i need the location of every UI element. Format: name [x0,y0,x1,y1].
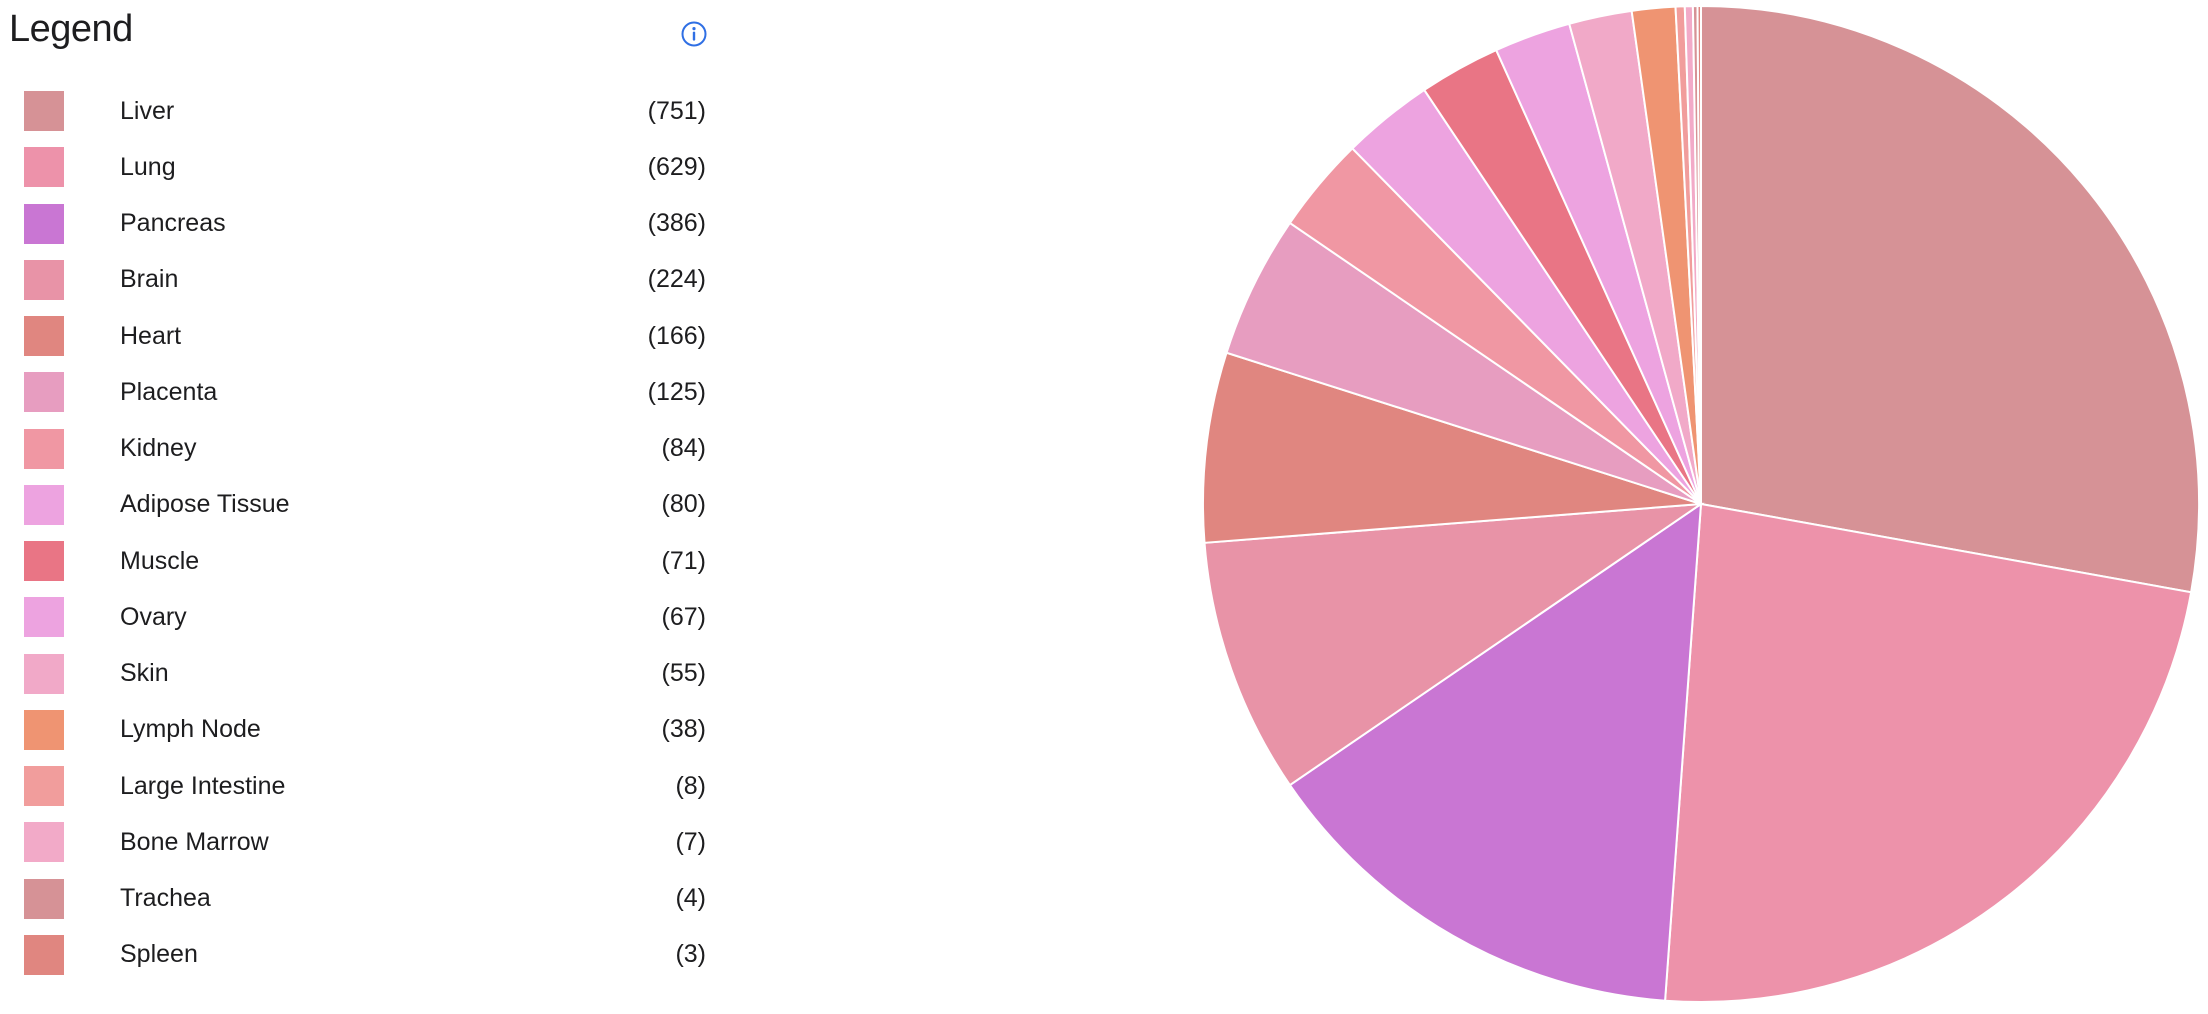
legend-item[interactable]: Pancreas (386) [24,203,706,244]
legend-swatch [24,316,64,356]
legend-count: (80) [661,490,706,519]
pie-slice-pancreas[interactable] [1288,502,1703,1002]
legend-item[interactable]: Lymph Node (38) [24,709,706,750]
legend-label: Trachea [120,884,211,912]
legend-item[interactable]: Brain (224) [24,259,706,300]
legend-label: Pancreas [120,209,226,237]
legend-swatch [24,203,64,244]
legend-swatch [24,822,64,863]
legend-item[interactable]: Lung (629) [24,147,706,188]
legend-swatch [24,541,64,581]
legend-label: Liver [120,96,175,125]
legend-label: Bone Marrow [120,827,269,856]
legend-swatch [24,91,64,131]
legend-label: Heart [120,321,182,350]
legend-label: Brain [120,265,179,294]
legend-swatch [24,709,64,750]
legend-item[interactable]: Heart (166) [24,316,706,356]
legend-label: Skin [120,659,169,687]
legend-count: (166) [647,321,706,350]
legend-swatch [24,372,64,413]
legend-label: Kidney [120,434,197,462]
legend-item[interactable]: Liver (751) [24,91,706,131]
pie-slice-heart[interactable] [1202,351,1702,544]
legend-label: Lymph Node [120,715,261,744]
legend-count: (751) [647,96,706,125]
legend-swatch [24,259,64,300]
legend-item[interactable]: Placenta (125) [24,372,706,413]
legend-swatch [24,147,64,188]
legend-count: (7) [675,827,706,856]
legend-count: (386) [647,209,706,237]
pie-slice-lung[interactable] [1664,502,2193,1003]
legend-count: (3) [675,940,706,969]
info-circle-icon[interactable] [681,21,707,47]
legend-swatch [24,597,64,638]
legend-count: (629) [647,152,706,181]
legend-label: Muscle [120,546,200,575]
pie-slice-spleen[interactable] [1696,4,1702,505]
legend-label: Large Intestine [120,771,286,800]
legend-item[interactable]: Bone Marrow (7) [24,822,706,863]
legend-swatch [24,484,64,525]
legend-label: Lung [120,152,176,181]
legend-count: (125) [647,377,706,406]
legend-count: (38) [661,715,706,744]
legend-item[interactable]: Adipose Tissue (80) [24,484,706,525]
legend-swatch [24,653,64,694]
legend-count: (67) [661,602,706,631]
legend-count: (224) [647,265,706,294]
legend-item[interactable]: Spleen (3) [24,934,706,975]
legend-count: (55) [661,659,706,687]
legend-label: Spleen [120,940,198,969]
legend-count: (84) [661,434,706,462]
pie-slice-brain[interactable] [1203,502,1705,787]
pie-chart [1202,4,2200,1003]
legend-item[interactable]: Large Intestine (8) [24,766,706,806]
legend-label: Placenta [120,377,218,406]
legend-count: (4) [675,884,706,912]
legend-count: (71) [661,546,706,575]
legend-title: Legend [9,8,133,50]
legend-label: Adipose Tissue [120,490,290,519]
legend-label: Ovary [120,602,187,631]
legend-item[interactable]: Muscle (71) [24,541,706,581]
legend-swatch [24,428,64,469]
legend-item[interactable]: Kidney (84) [24,428,706,469]
legend-item[interactable]: Trachea (4) [24,878,706,919]
legend-item[interactable]: Skin (55) [24,653,706,694]
legend-swatch [24,878,64,919]
legend-item[interactable]: Ovary (67) [24,597,706,638]
legend-count: (8) [675,771,706,800]
legend-swatch [24,934,64,975]
legend-swatch [24,766,64,806]
pie-slice-liver[interactable] [1700,4,2200,594]
legend-list: Liver (751) Lung (629) Pancreas (386) Brain (22… [24,91,706,991]
